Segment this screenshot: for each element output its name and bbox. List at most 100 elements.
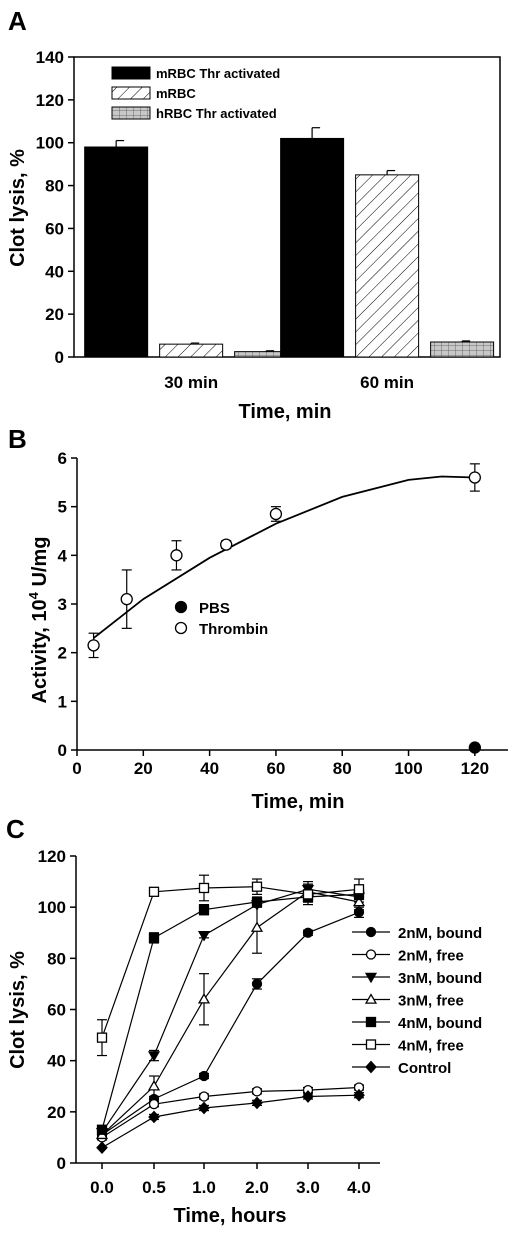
panel-c-point (251, 1086, 263, 1097)
panel-b-legend-label: PBS (199, 600, 230, 617)
panel-c-series-line (101, 888, 360, 1133)
panel-c-series-line (101, 911, 360, 1136)
panel-b-xtick-label: 20 (134, 759, 153, 778)
panel-c-letter: C (6, 814, 25, 844)
panel-c-legend-label: 3nM, bound (398, 970, 482, 987)
panel-b-point (87, 639, 100, 652)
panel-a-bar (430, 341, 495, 358)
panel-b-point (468, 471, 481, 484)
panel-b-ytick-label: 5 (58, 498, 67, 517)
panel-c-point (251, 978, 263, 990)
panel-a-ytick-label: 0 (55, 348, 64, 367)
panel-a-xtick-label: 60 min (360, 373, 414, 392)
panel-c-point (198, 882, 210, 894)
panel-a-ylabel: Clot lysis, % (7, 149, 29, 267)
panel-c-legend-marker (365, 1039, 377, 1050)
panel-c-xtick-label: 4.0 (347, 1178, 371, 1197)
panel-c-ytick-label: 40 (47, 1052, 66, 1071)
panel-b-legend-marker (174, 621, 188, 635)
panel-b-ytick-label: 6 (58, 449, 67, 468)
panel-c-point (96, 1141, 108, 1155)
panel-c-point (96, 1124, 108, 1135)
panel-b-xtick-label: 60 (266, 759, 285, 778)
panel-a-ytick-label: 120 (36, 91, 64, 110)
panel-b-ytick-label: 3 (58, 595, 67, 614)
panel-c-legend-marker (365, 1016, 377, 1028)
panel-c-xtick-label: 2.0 (245, 1178, 269, 1197)
panel-c-ytick-label: 120 (38, 847, 66, 866)
panel-a-legend-swatch (111, 106, 151, 120)
panel-b-point (120, 592, 133, 606)
panel-c-ytick-label: 60 (47, 1001, 66, 1020)
panel-c-series-line (101, 886, 360, 1038)
panel-c-point (302, 927, 314, 938)
panel-c-ytick-label: 80 (47, 949, 66, 968)
panel-b-point (468, 741, 481, 754)
panel-c-point (198, 1091, 210, 1102)
panel-c-point (251, 881, 263, 892)
panel-c-legend-marker (364, 972, 378, 984)
panel-c-point (96, 1032, 108, 1043)
panel-c-point (148, 886, 160, 897)
panel-c-point (198, 1101, 210, 1115)
panel-a-legend-label: mRBC Thr activated (156, 66, 280, 81)
panel-a-ytick-label: 20 (45, 305, 64, 324)
panel-b-xtick-label: 120 (461, 759, 489, 778)
panel-a-ytick-label: 100 (36, 134, 64, 153)
panel-c-xtick-label: 0.5 (142, 1178, 166, 1197)
panel-c-point (250, 921, 264, 932)
panel-b-point (170, 549, 183, 562)
panel-b-ytick-label: 2 (58, 644, 67, 663)
panel-b-legend-label: Thrombin (199, 621, 268, 638)
panel-c-ylabel: Clot lysis, % (7, 951, 29, 1069)
panel-a-ytick-label: 40 (45, 262, 64, 281)
panel-a-legend-swatch (111, 66, 151, 80)
panel-c-legend-marker (365, 1060, 377, 1074)
panel-c-ytick-label: 0 (57, 1154, 66, 1173)
panel-a-ytick-label: 140 (36, 48, 64, 67)
panel-c-xtick-label: 3.0 (296, 1178, 320, 1197)
panel-c-ytick-label: 20 (47, 1103, 66, 1122)
panel-b-xtick-label: 80 (333, 759, 352, 778)
panel-a-bar (84, 146, 149, 358)
panel-c-legend-marker (364, 993, 378, 1004)
panel-b-point (269, 507, 283, 521)
panel-c-legend-marker (365, 926, 377, 938)
panel-c-point (198, 1070, 210, 1082)
panel-c-point (353, 1088, 365, 1102)
panel-c-series-line (101, 1086, 360, 1138)
panel-c-legend-label: 2nM, bound (398, 925, 482, 942)
panel-b-ytick-label: 1 (58, 692, 67, 711)
panel-c-point (352, 895, 366, 907)
panel-b-xlabel: Time, min (252, 791, 345, 813)
panel-a-legend-swatch (111, 86, 151, 100)
panel-b-ylabel: Activity, 104 U/mg (26, 537, 51, 704)
panel-a-ytick-label: 60 (45, 219, 64, 238)
panel-c-point (148, 1099, 160, 1110)
panel-c-point (251, 896, 263, 908)
panel-c-ytick-label: 100 (38, 898, 66, 917)
panel-b-ylabel-main: Activity, 10 (29, 599, 51, 703)
panel-a-bar (280, 137, 345, 358)
panel-b-point (220, 538, 233, 551)
panel-c-series-line (101, 893, 360, 1130)
panel-b-xtick-label: 0 (72, 759, 81, 778)
panel-a-ytick-label: 80 (45, 177, 64, 196)
panel-a-xtick-label: 30 min (164, 373, 218, 392)
panel-c-point (197, 931, 211, 942)
panel-b-letter: B (8, 424, 27, 454)
panel-c-point (197, 993, 211, 1004)
panel-b-ytick-label: 4 (58, 546, 68, 565)
panel-c-legend-label: 4nM, bound (398, 1015, 482, 1032)
panel-c-legend-label: 2nM, free (398, 948, 464, 965)
panel-b-ylabel-unit: U/mg (29, 537, 51, 593)
panel-c-point (198, 904, 210, 915)
panel-a-legend-label: hRBC Thr activated (156, 106, 277, 121)
panel-b-xtick-label: 100 (394, 759, 422, 778)
panel-c-point (302, 1090, 314, 1103)
panel-b-ytick-label: 0 (58, 741, 67, 760)
panel-a-bar (159, 343, 224, 358)
panel-c-point (147, 1051, 161, 1062)
panel-c-point (302, 889, 314, 900)
